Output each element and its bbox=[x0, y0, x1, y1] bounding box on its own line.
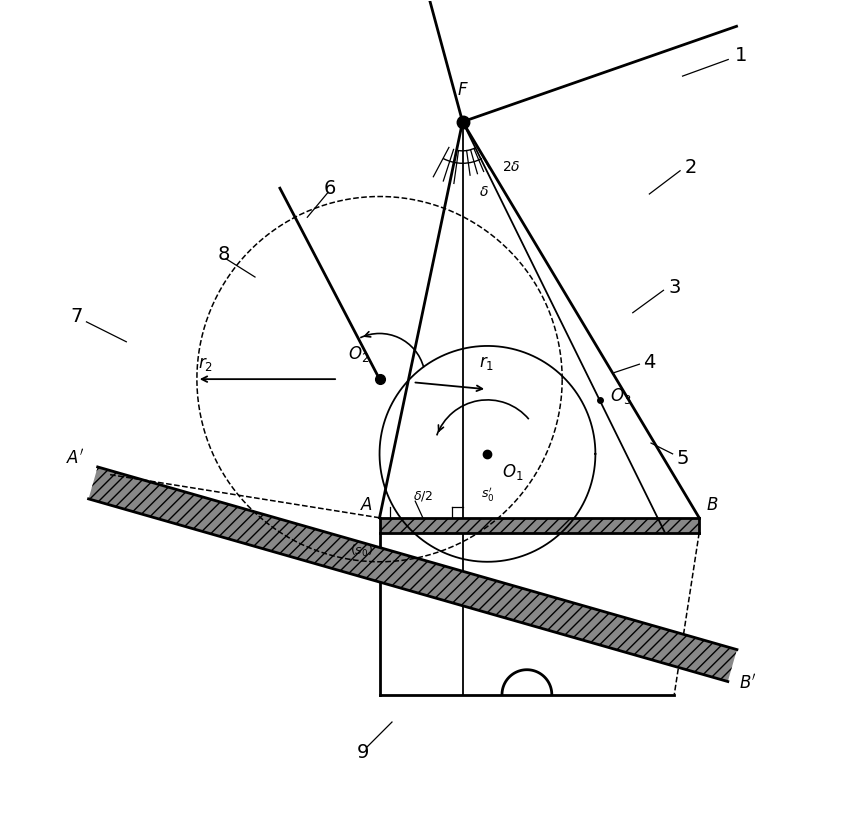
Text: 7: 7 bbox=[70, 307, 82, 327]
Text: $A$: $A$ bbox=[360, 496, 373, 514]
Text: $B'$: $B'$ bbox=[739, 674, 757, 693]
Text: 9: 9 bbox=[356, 743, 369, 762]
Text: $s_0'$: $s_0'$ bbox=[481, 485, 494, 503]
Bar bbox=[380, 518, 699, 533]
Text: 3: 3 bbox=[668, 278, 681, 297]
Text: $A'$: $A'$ bbox=[66, 449, 85, 468]
Text: $F$: $F$ bbox=[457, 81, 468, 98]
Text: $O_1$: $O_1$ bbox=[502, 462, 524, 482]
Text: 5: 5 bbox=[676, 448, 688, 467]
Text: $B$: $B$ bbox=[706, 496, 718, 514]
Text: 4: 4 bbox=[643, 353, 655, 372]
Text: $2\delta$: $2\delta$ bbox=[502, 161, 521, 174]
Text: $\delta$: $\delta$ bbox=[479, 185, 489, 199]
Text: $r_2$: $r_2$ bbox=[199, 355, 213, 373]
Polygon shape bbox=[88, 467, 737, 681]
Text: $\delta/2$: $\delta/2$ bbox=[413, 489, 433, 503]
Text: $(s_0)$: $(s_0)$ bbox=[349, 542, 373, 559]
Text: 6: 6 bbox=[323, 179, 336, 197]
Text: $O_2$: $O_2$ bbox=[349, 344, 369, 364]
Text: $r_1$: $r_1$ bbox=[479, 353, 494, 372]
Text: 1: 1 bbox=[734, 46, 746, 65]
Text: $O_3$: $O_3$ bbox=[610, 386, 631, 406]
Text: 8: 8 bbox=[218, 245, 231, 264]
Text: 2: 2 bbox=[685, 158, 697, 177]
